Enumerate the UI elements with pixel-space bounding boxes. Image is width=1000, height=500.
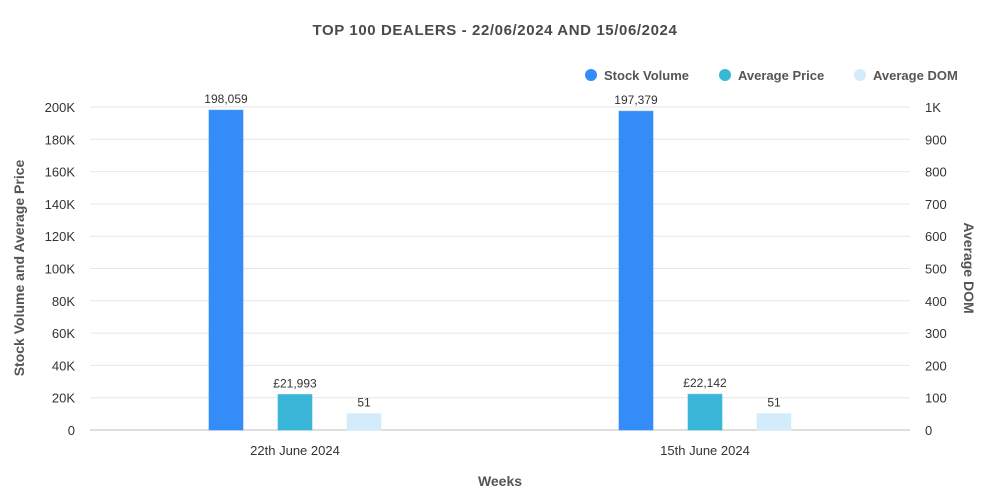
x-tick-label: 22th June 2024 xyxy=(250,443,340,458)
y-tick-left: 120K xyxy=(45,229,76,244)
y-tick-left: 200K xyxy=(45,100,76,115)
y-tick-right: 600 xyxy=(925,229,947,244)
bar-stock-volume xyxy=(208,109,244,431)
bar-stock-volume xyxy=(618,110,654,431)
y-tick-right: 1K xyxy=(925,100,941,115)
bars xyxy=(208,109,792,431)
data-label: £21,993 xyxy=(273,376,317,390)
legend-label: Stock Volume xyxy=(604,68,689,83)
y-tick-left: 20K xyxy=(52,391,75,406)
y-tick-right: 0 xyxy=(925,423,932,438)
y-tick-left: 40K xyxy=(52,358,75,373)
y-tick-left: 180K xyxy=(45,132,76,147)
axis-ticks: 0 0 20K 100 40K 200 60K 300 80K 400 100K 500 120K 600… xyxy=(45,100,947,458)
y-tick-right: 100 xyxy=(925,391,947,406)
legend-marker xyxy=(719,69,731,81)
legend-label: Average Price xyxy=(738,68,824,83)
y-axis-right-title: Average DOM xyxy=(961,222,977,313)
bar-average-price xyxy=(277,393,313,431)
y-tick-left: 100K xyxy=(45,262,76,277)
y-tick-right: 400 xyxy=(925,294,947,309)
y-tick-right: 700 xyxy=(925,197,947,212)
y-tick-right: 800 xyxy=(925,165,947,180)
y-tick-right: 200 xyxy=(925,358,947,373)
y-tick-left: 140K xyxy=(45,197,76,212)
bar-average-price xyxy=(687,393,723,431)
data-label: 51 xyxy=(767,396,781,410)
y-tick-left: 80K xyxy=(52,294,75,309)
legend-label: Average DOM xyxy=(873,68,958,83)
y-tick-right: 500 xyxy=(925,262,947,277)
y-tick-right: 900 xyxy=(925,132,947,147)
legend-marker xyxy=(854,69,866,81)
y-tick-left: 160K xyxy=(45,165,76,180)
chart-title: TOP 100 DEALERS - 22/06/2024 AND 15/06/2… xyxy=(313,22,678,39)
legend: Stock Volume Average Price Average DOM xyxy=(585,68,958,83)
x-tick-label: 15th June 2024 xyxy=(660,443,750,458)
bar-average-dom xyxy=(346,413,382,431)
y-tick-right: 300 xyxy=(925,326,947,341)
y-tick-left: 0 xyxy=(68,423,75,438)
legend-marker xyxy=(585,69,597,81)
data-label: 198,059 xyxy=(204,92,248,106)
data-label: 197,379 xyxy=(614,93,658,107)
data-labels: 198,059 £21,993 51 197,379 £22,142 51 xyxy=(204,92,781,409)
y-axis-left-title: Stock Volume and Average Price xyxy=(11,160,27,377)
y-tick-left: 60K xyxy=(52,326,75,341)
x-axis-title: Weeks xyxy=(478,473,522,489)
bar-average-dom xyxy=(756,413,792,431)
data-label: £22,142 xyxy=(683,376,727,390)
data-label: 51 xyxy=(357,396,371,410)
